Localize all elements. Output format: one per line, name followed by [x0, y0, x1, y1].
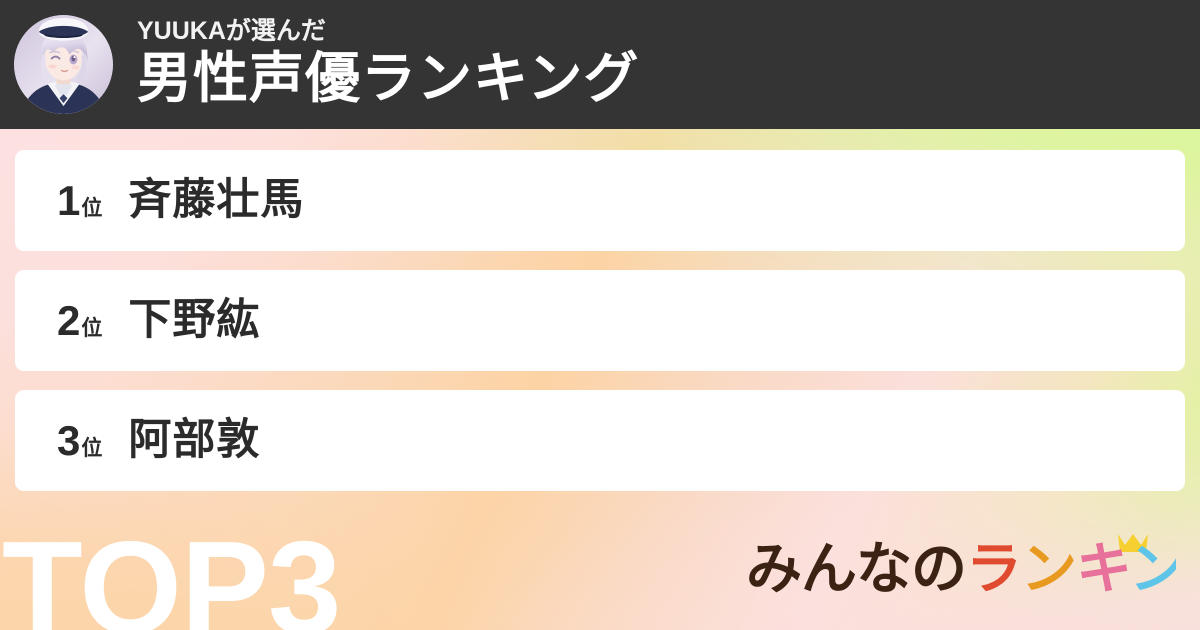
- logo-segment-ki: キ: [1076, 537, 1129, 600]
- entry-name: 下野紘: [128, 296, 261, 344]
- avatar: [14, 15, 113, 114]
- entry-name: 阿部敦: [128, 416, 261, 464]
- page-title: 男性声優ランキング: [137, 47, 640, 110]
- ranking-list: 1 位 斉藤壮馬 2 位 下野紘 3 位 阿部敦: [15, 150, 1185, 510]
- logo-segment-ra: ラ: [966, 537, 1021, 600]
- rank-badge: 3 位: [57, 416, 103, 464]
- top3-watermark: TOP3: [2, 514, 341, 630]
- rank-unit: 位: [81, 196, 103, 220]
- rank-number: 3: [57, 416, 81, 464]
- rank-badge: 1 位: [57, 176, 103, 224]
- list-item[interactable]: 1 位 斉藤壮馬: [15, 150, 1185, 251]
- list-item[interactable]: 3 位 阿部敦: [15, 390, 1185, 491]
- logo-segment-n1: ン: [1021, 537, 1076, 600]
- logo-segment-n2: ン: [1129, 537, 1176, 600]
- rank-unit: 位: [81, 316, 103, 340]
- header-text-block: YUUKAが選んだ 男性声優ランキング: [137, 18, 639, 111]
- entry-name: 斉藤壮馬: [128, 176, 305, 224]
- header-subtitle: YUUKAが選んだ: [137, 17, 326, 45]
- rank-badge: 2 位: [57, 296, 103, 344]
- rank-unit: 位: [81, 436, 103, 460]
- rank-number: 1: [57, 176, 81, 224]
- header-bar: YUUKAが選んだ 男性声優ランキング: [0, 0, 1200, 129]
- brand-logo[interactable]: みんなのランキング: [746, 532, 1176, 606]
- svg-text:みんなのランキング: みんなのランキング: [746, 537, 1176, 600]
- crown-icon: [1118, 534, 1148, 552]
- rank-number: 2: [57, 296, 81, 344]
- logo-segment-minnano: みんなの: [746, 537, 966, 600]
- list-item[interactable]: 2 位 下野紘: [15, 270, 1185, 371]
